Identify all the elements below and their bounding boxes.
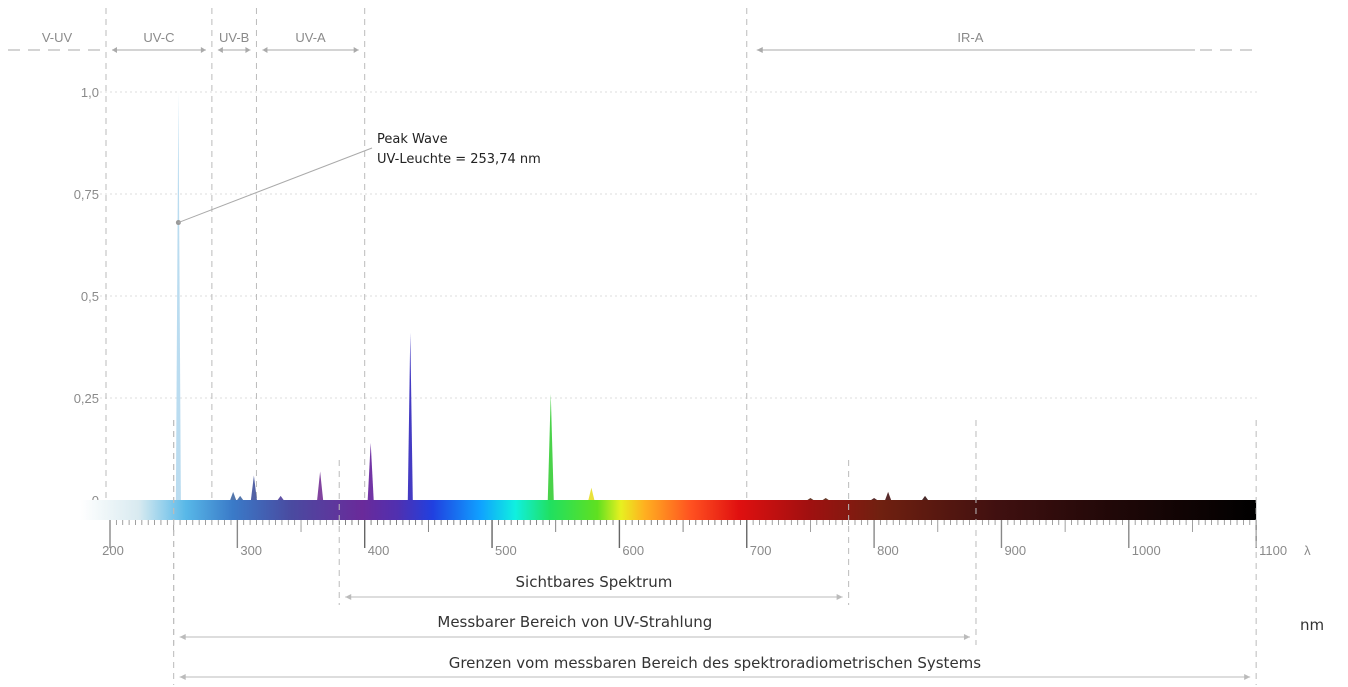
arrow-head [836,594,843,600]
band-label-uv-c: UV-C [143,30,174,45]
x-tick-label: 900 [1004,543,1026,558]
arrow-head [756,47,763,53]
arrow-head [353,47,359,53]
y-tick-label: 0,5 [81,289,99,304]
x-tick-label: 1100 [1259,543,1287,558]
spectral-peaks [175,92,929,500]
arrow-head [245,47,251,53]
y-tick-label: 0,75 [74,187,99,202]
peak-404.7 [367,442,374,500]
annotation-value: UV-Leuchte = 253,74 nm [377,152,541,167]
arrow-head [262,47,268,53]
x-tick-label: 800 [877,543,899,558]
arrow-head [963,634,970,640]
peak-750 [807,497,814,500]
arrow-head [179,634,186,640]
peak-313 [250,475,257,500]
arrow-head [200,47,206,53]
peak-546.1 [547,393,554,500]
y-axis: 00,250,50,751,0 [74,85,99,508]
peak-840 [922,495,929,500]
grid [100,91,1260,399]
x-tick-label: 400 [368,543,390,558]
peak-302.2 [237,495,244,500]
peak-334 [277,495,284,500]
band-label-uv-a: UV-A [295,30,326,45]
peak-365 [317,471,324,500]
peak-253.7 [175,92,181,500]
x-axis: 200 300 400 500 600 700 800 900 1000 1100 λ nm [102,520,1324,634]
peak-annotation: Peak Wave UV-Leuchte = 253,74 nm [175,132,541,226]
peak-800 [871,497,878,500]
range-label: Grenzen vom messbaren Bereich des spektr… [449,654,982,672]
y-tick-label: 1,0 [81,85,99,100]
annotation-title: Peak Wave [377,132,448,147]
peak-811 [885,491,892,500]
x-tick-label: 500 [495,543,517,558]
annotation-leader [178,147,373,224]
peak-578 [588,487,595,500]
arrow-head [1244,674,1251,680]
measurement-ranges: Sichtbares Spektrum Messbarer Bereich von… [173,420,1257,685]
arrow-head [179,674,186,680]
band-label-v-uv: V-UV [42,30,73,45]
arrow-head [112,47,117,53]
band-label-uv-b: UV-B [219,30,249,45]
x-tick-label: 200 [102,543,124,558]
peak-762 [822,497,829,500]
y-tick-label: 0,25 [74,391,99,406]
range-label: Sichtbares Spektrum [516,573,673,591]
color-bar [80,500,1257,520]
x-tick-label: 1000 [1132,543,1161,558]
peak-296.7 [230,491,237,500]
spectrum-color-bar [80,500,1257,520]
band-label-ir-a: IR-A [957,30,983,45]
x-tick-label: 300 [240,543,262,558]
peak-435.8 [407,332,413,500]
x-tick-label: 600 [622,543,644,558]
arrow-head [217,47,223,53]
x-axis-label: λ [1304,543,1311,558]
range-label: Messbarer Bereich von UV-Strahlung [437,613,712,631]
x-unit-label: nm [1300,616,1324,634]
x-tick-label: 700 [750,543,772,558]
arrow-head [345,594,352,600]
uv-ir-bands: V-UV UV-C UV-B UV-A IR-A [8,8,1255,500]
